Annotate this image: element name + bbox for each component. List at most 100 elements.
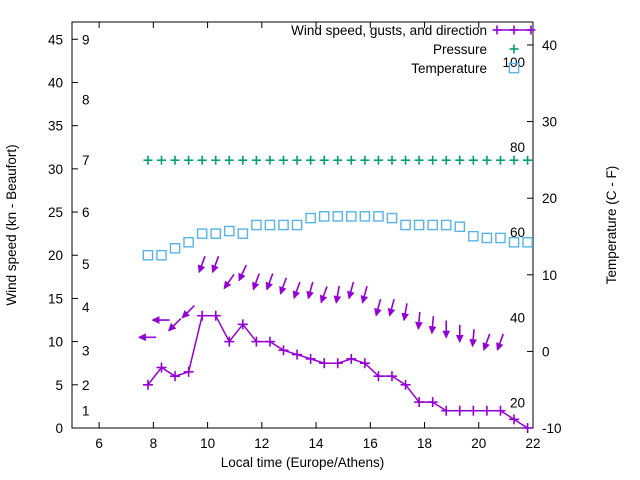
arrow-head — [415, 321, 423, 330]
y-right-tick-label: 30 — [542, 115, 557, 130]
x-tick-label: 8 — [150, 436, 158, 451]
square-marker — [223, 225, 235, 237]
square-marker — [332, 211, 344, 222]
arrow-head — [197, 264, 206, 274]
square-marker — [522, 236, 533, 248]
x-tick-label: 6 — [95, 436, 103, 451]
y-right-tick-label: -10 — [542, 421, 562, 436]
y-right-tick-label: 0 — [542, 344, 550, 359]
square-marker — [468, 230, 479, 242]
x-tick-label: 20 — [471, 436, 486, 451]
beaufort-label: 7 — [82, 153, 90, 168]
beaufort-label: 6 — [82, 205, 90, 220]
y-right-tick-label: 40 — [542, 38, 557, 53]
y-right-tick-label: 10 — [542, 268, 557, 283]
arrow-head — [181, 310, 190, 319]
series-gusts-and-direction — [137, 255, 505, 351]
legend-group: Wind speed, gusts, and direction Pressure… — [291, 23, 536, 76]
square-marker — [169, 243, 181, 254]
beaufort-label: 8 — [82, 93, 90, 108]
arrow-head — [279, 286, 287, 295]
square-marker — [495, 232, 506, 244]
square-marker — [142, 249, 154, 261]
arrow-head — [469, 339, 478, 348]
x-axis-title: Local time (Europe/Athens) — [221, 455, 385, 470]
square-marker — [196, 228, 208, 239]
fahrenheit-label: 20 — [510, 396, 525, 411]
square-marker — [508, 62, 520, 74]
y-axis-title-left: Wind speed (kn - Beaufort) — [4, 144, 19, 305]
beaufort-label: 9 — [82, 32, 90, 47]
series-group — [137, 155, 533, 433]
legend-item[interactable]: Wind speed, gusts, and direction — [291, 23, 536, 38]
square-marker — [251, 219, 262, 231]
arrow-head — [374, 308, 382, 317]
square-marker — [278, 219, 289, 231]
fahrenheit-label: 100 — [502, 55, 525, 70]
series-wind-speed — [142, 310, 533, 433]
arrow-head — [211, 264, 219, 274]
arrow-head — [401, 312, 410, 322]
fahrenheit-label: 60 — [510, 225, 525, 240]
square-marker — [237, 228, 249, 239]
square-marker — [440, 219, 452, 231]
y-left-tick-label: 15 — [48, 291, 63, 306]
square-marker — [183, 236, 194, 248]
square-marker — [346, 211, 357, 222]
arrow-head — [223, 280, 232, 290]
x-tick-label: 16 — [363, 436, 378, 451]
y-left-tick-label: 0 — [55, 421, 63, 436]
square-marker — [210, 228, 222, 239]
beaufort-label: 5 — [82, 257, 90, 272]
y-left-tick-label: 20 — [48, 248, 63, 263]
axes-group: 6 8 10 12 14 16 18 20 22051015202530354045123456… — [48, 21, 562, 451]
square-marker — [359, 211, 371, 222]
arrow-head — [333, 295, 342, 304]
y-left-tick-label: 10 — [48, 335, 63, 350]
square-marker — [386, 212, 398, 224]
arrow-head — [252, 281, 260, 291]
y-right-tick-label: 20 — [542, 191, 557, 206]
beaufort-label: 4 — [82, 300, 90, 315]
arrow-head — [137, 333, 146, 342]
x-tick-label: 10 — [200, 436, 215, 451]
arrow-head — [347, 290, 355, 300]
y-axis-title-right: Temperature (C - F) — [604, 166, 619, 285]
x-tick-label: 14 — [309, 436, 325, 451]
arrow-head — [482, 342, 490, 351]
square-marker — [413, 219, 425, 231]
plot-frame — [71, 21, 534, 429]
arrow-head — [428, 326, 437, 335]
series-temperature — [142, 211, 533, 261]
y-left-tick-label: 5 — [55, 378, 63, 393]
square-marker — [156, 249, 167, 261]
beaufort-label: 2 — [82, 378, 90, 393]
legend-label: Wind speed, gusts, and direction — [291, 23, 487, 38]
square-marker — [318, 211, 330, 222]
arrow-head — [167, 323, 177, 332]
beaufort-label: 3 — [82, 343, 90, 358]
arrow-head — [496, 342, 504, 351]
y-left-tick-label: 25 — [48, 205, 63, 220]
arrow-head — [306, 290, 314, 300]
legend-item[interactable]: Temperature — [411, 61, 520, 76]
square-marker — [373, 211, 384, 222]
legend-label: Temperature — [411, 61, 487, 76]
arrow-head — [265, 281, 273, 291]
square-marker — [508, 236, 520, 248]
arrow-head — [319, 294, 328, 304]
y-left-tick-label: 35 — [48, 119, 63, 134]
arrow-head — [455, 335, 464, 343]
arrow-head — [238, 272, 246, 282]
arrow-head — [442, 330, 451, 339]
beaufort-label: 1 — [82, 404, 90, 419]
fahrenheit-label: 40 — [510, 311, 525, 326]
arrow-head — [151, 316, 160, 324]
legend-item[interactable]: Pressure — [433, 42, 519, 57]
fahrenheit-label: 80 — [510, 140, 525, 155]
square-marker — [305, 212, 316, 224]
series-pressure — [143, 155, 533, 165]
square-marker — [481, 232, 493, 244]
